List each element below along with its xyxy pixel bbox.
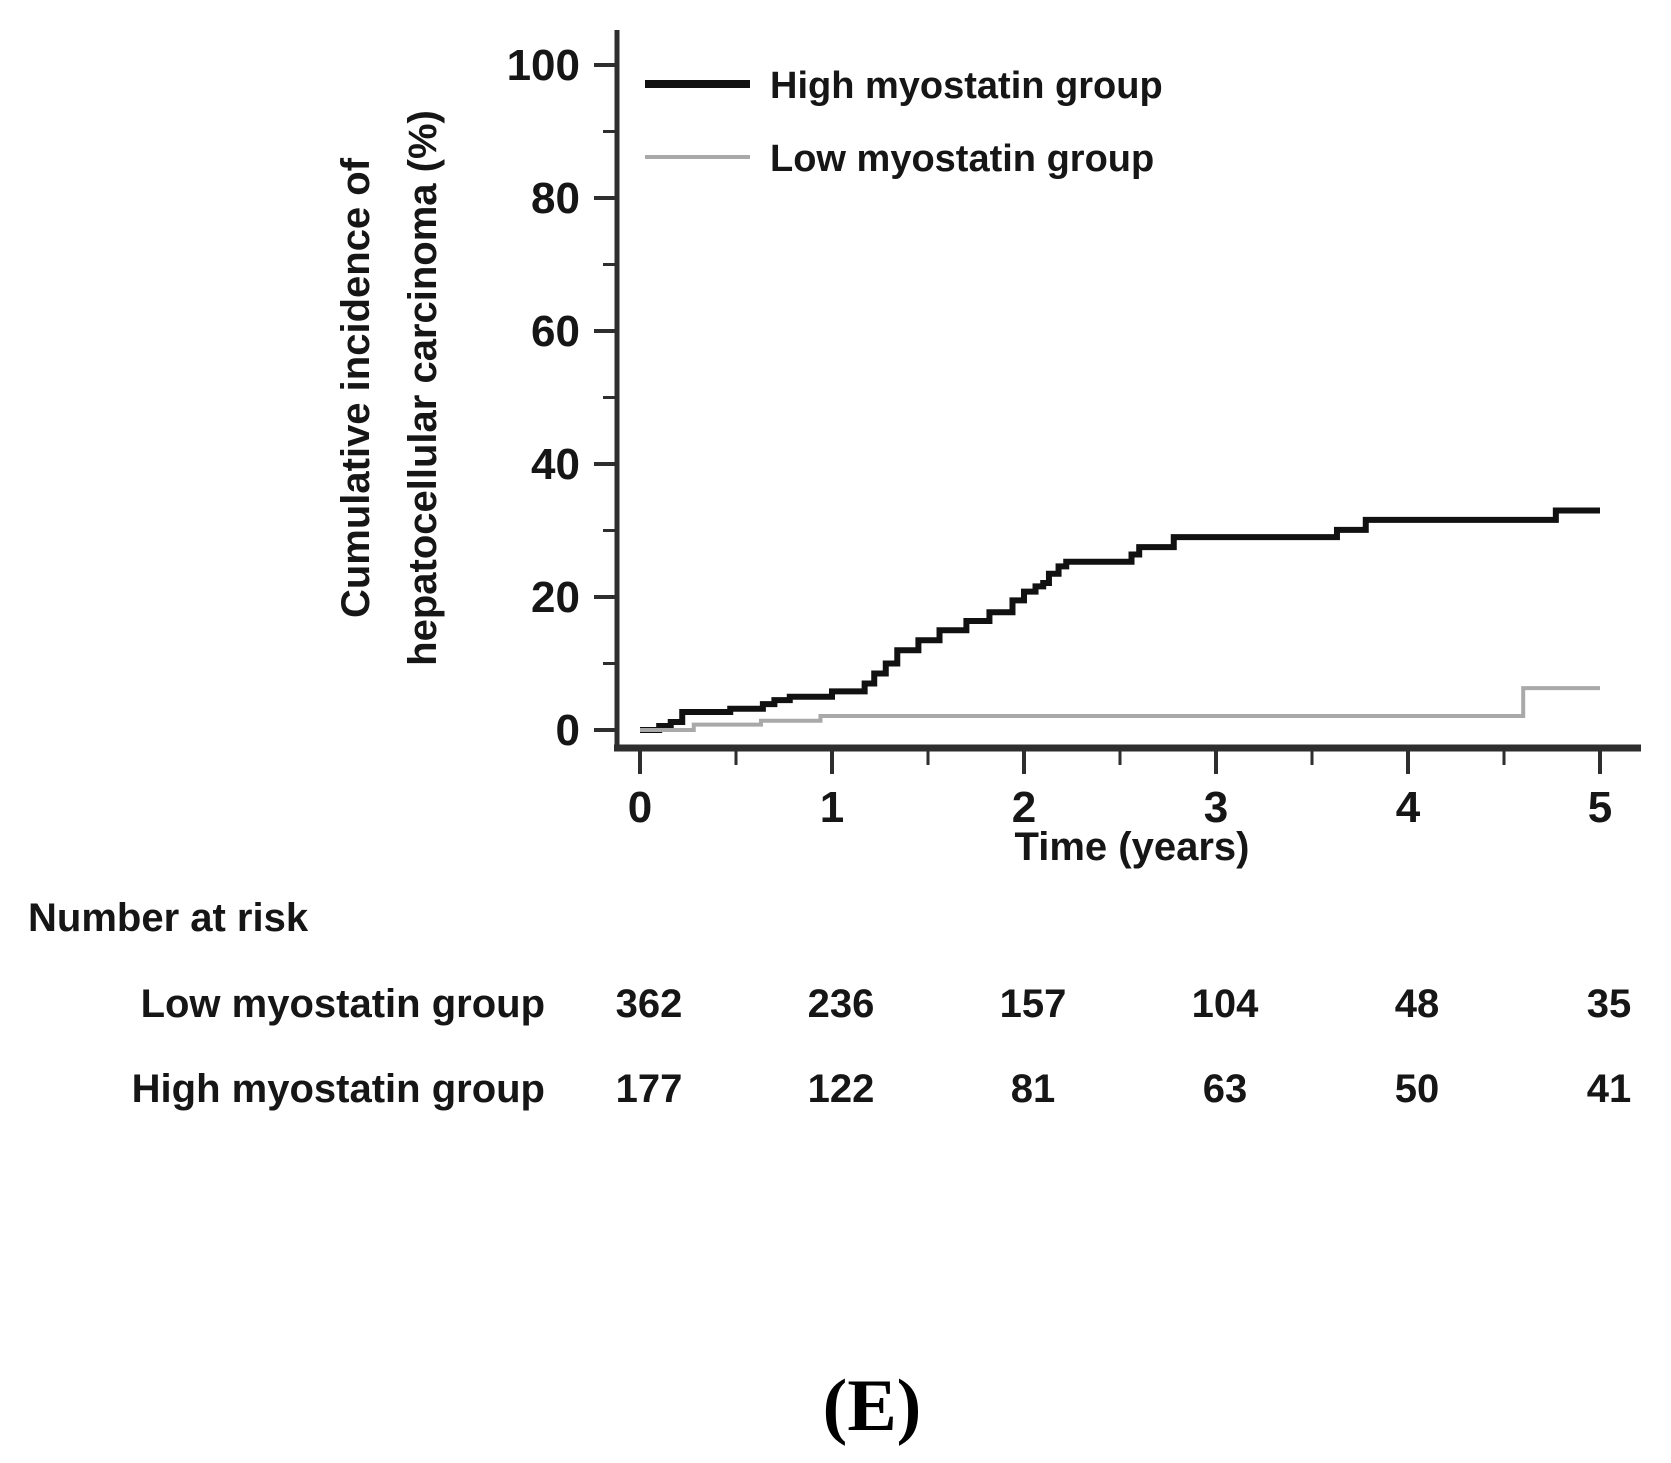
legend-label-high: High myostatin group: [770, 65, 1163, 107]
y-tick-label: 40: [531, 440, 580, 489]
risk-value: 236: [807, 982, 875, 1026]
risk-value: 122: [807, 1067, 875, 1111]
legend-label-low: Low myostatin group: [770, 138, 1154, 180]
legend: High myostatin group Low myostatin group: [645, 65, 1163, 180]
x-tick-label: 5: [1588, 783, 1612, 832]
risk-row-low: Low myostatin group 362 236 157 104 48 3…: [0, 982, 1671, 1030]
curve-high-myostatin: [640, 507, 1600, 733]
x-axis-title: Time (years): [1015, 825, 1250, 869]
risk-value: 157: [999, 982, 1067, 1026]
axes: 0 20 40 60 80 100 0 1 2 3 4 5: [507, 30, 1641, 832]
x-tick-label: 1: [820, 783, 844, 832]
y-axis-title: Cumulative incidence of hepatocellular c…: [334, 110, 445, 666]
y-tick-label: 20: [531, 573, 580, 622]
risk-value: 81: [1010, 1067, 1056, 1111]
survival-curves: [640, 507, 1600, 733]
risk-value: 35: [1586, 982, 1632, 1026]
risk-row-label: High myostatin group: [131, 1067, 545, 1111]
risk-table-heading: Number at risk: [28, 896, 309, 940]
risk-row-label: Low myostatin group: [140, 982, 545, 1026]
y-axis-title-line2: hepatocellular carcinoma (%): [401, 110, 445, 666]
x-tick-label: 2: [1012, 783, 1036, 832]
cumulative-incidence-chart: Cumulative incidence of hepatocellular c…: [334, 30, 1641, 869]
risk-value: 177: [615, 1067, 683, 1111]
y-tick-label: 60: [531, 307, 580, 356]
y-axis-title-line1: Cumulative incidence of: [334, 157, 378, 618]
risk-value: 362: [615, 982, 683, 1026]
y-tick-label: 100: [507, 41, 580, 90]
risk-value: 48: [1394, 982, 1440, 1026]
risk-value: 50: [1394, 1067, 1440, 1111]
risk-value: 63: [1202, 1067, 1248, 1111]
risk-row-high: High myostatin group 177 122 81 63 50 41: [0, 1067, 1671, 1115]
y-tick-label: 0: [556, 706, 580, 755]
panel-label: (E): [822, 1365, 922, 1447]
x-tick-label: 4: [1396, 783, 1421, 832]
x-tick-label: 3: [1204, 783, 1228, 832]
x-tick-label: 0: [628, 783, 652, 832]
y-tick-label: 80: [531, 174, 580, 223]
curve-low-myostatin: [640, 686, 1600, 732]
risk-value: 104: [1191, 982, 1259, 1026]
risk-value: 41: [1586, 1067, 1632, 1111]
